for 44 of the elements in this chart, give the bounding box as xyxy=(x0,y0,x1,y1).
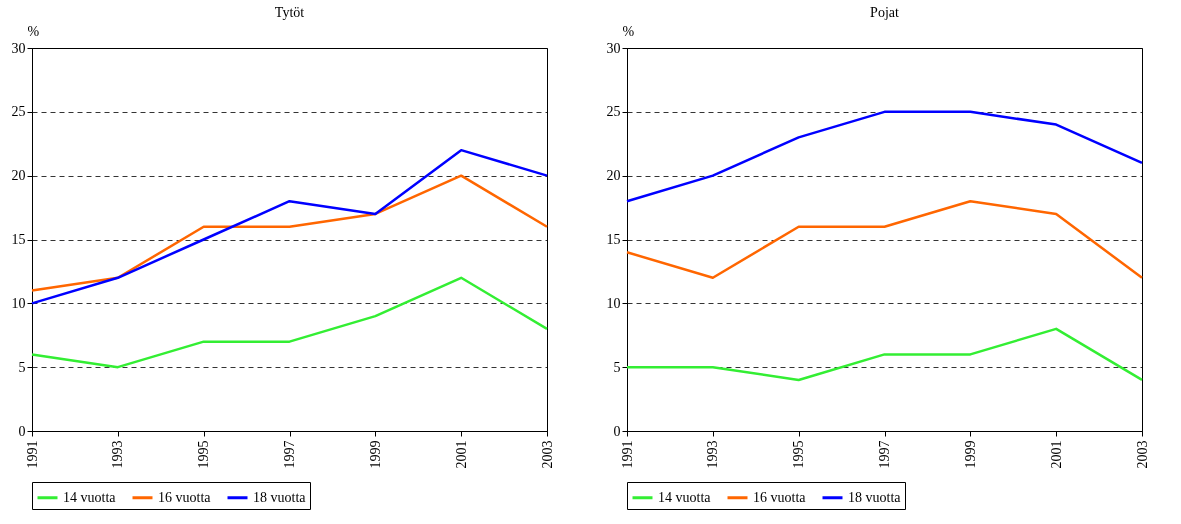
y-tick-label: 5 xyxy=(613,359,621,375)
y-tick-label: 25 xyxy=(11,104,26,120)
chart-title: Tytöt xyxy=(274,5,305,20)
line-series xyxy=(625,327,1144,382)
chart-title: Pojat xyxy=(870,5,899,20)
legend-label: 18 vuotta xyxy=(848,489,902,505)
y-axis-title: % xyxy=(622,23,635,39)
x-tick-label: 1999 xyxy=(962,440,978,469)
y-tick-label: 15 xyxy=(606,232,621,247)
y-tick-label: 30 xyxy=(606,40,621,56)
legend-label: 18 vuotta xyxy=(253,489,307,505)
y-tick-label: 20 xyxy=(606,168,621,184)
line-series xyxy=(30,276,549,369)
x-tick-label: 2003 xyxy=(1134,440,1150,469)
y-tick-label: 30 xyxy=(11,40,26,56)
x-tick-label: 2003 xyxy=(539,440,555,469)
x-tick-label: 1991 xyxy=(24,440,40,469)
y-tick-label: 20 xyxy=(11,168,26,184)
line-series xyxy=(30,174,549,292)
x-tick-label: 1997 xyxy=(282,440,297,469)
x-tick-label: 1999 xyxy=(367,440,383,469)
y-tick-label: 10 xyxy=(606,295,621,311)
legend-label: 14 vuotta xyxy=(63,489,117,505)
y-tick-label: 5 xyxy=(18,359,26,375)
line-series xyxy=(625,110,1144,203)
y-tick-label: 10 xyxy=(11,295,26,311)
x-tick-label: 1991 xyxy=(619,440,635,469)
y-tick-label: 25 xyxy=(606,104,621,120)
y-tick-label: 0 xyxy=(18,423,26,439)
x-tick-label: 1993 xyxy=(110,440,126,469)
legend-label: 16 vuotta xyxy=(753,489,807,505)
y-tick-label: 15 xyxy=(11,232,26,247)
x-tick-label: 2001 xyxy=(1048,440,1064,469)
x-tick-label: 1995 xyxy=(791,440,807,469)
x-tick-label: 1993 xyxy=(705,440,721,469)
line-series xyxy=(625,199,1144,280)
y-tick-label: 0 xyxy=(613,423,621,439)
line-series xyxy=(30,148,549,305)
x-tick-label: 2001 xyxy=(453,440,469,469)
x-tick-label: 1995 xyxy=(196,440,212,469)
y-axis-title: % xyxy=(27,23,40,39)
legend-label: 14 vuotta xyxy=(658,489,712,505)
x-tick-label: 1997 xyxy=(877,440,892,469)
legend-label: 16 vuotta xyxy=(158,489,212,505)
